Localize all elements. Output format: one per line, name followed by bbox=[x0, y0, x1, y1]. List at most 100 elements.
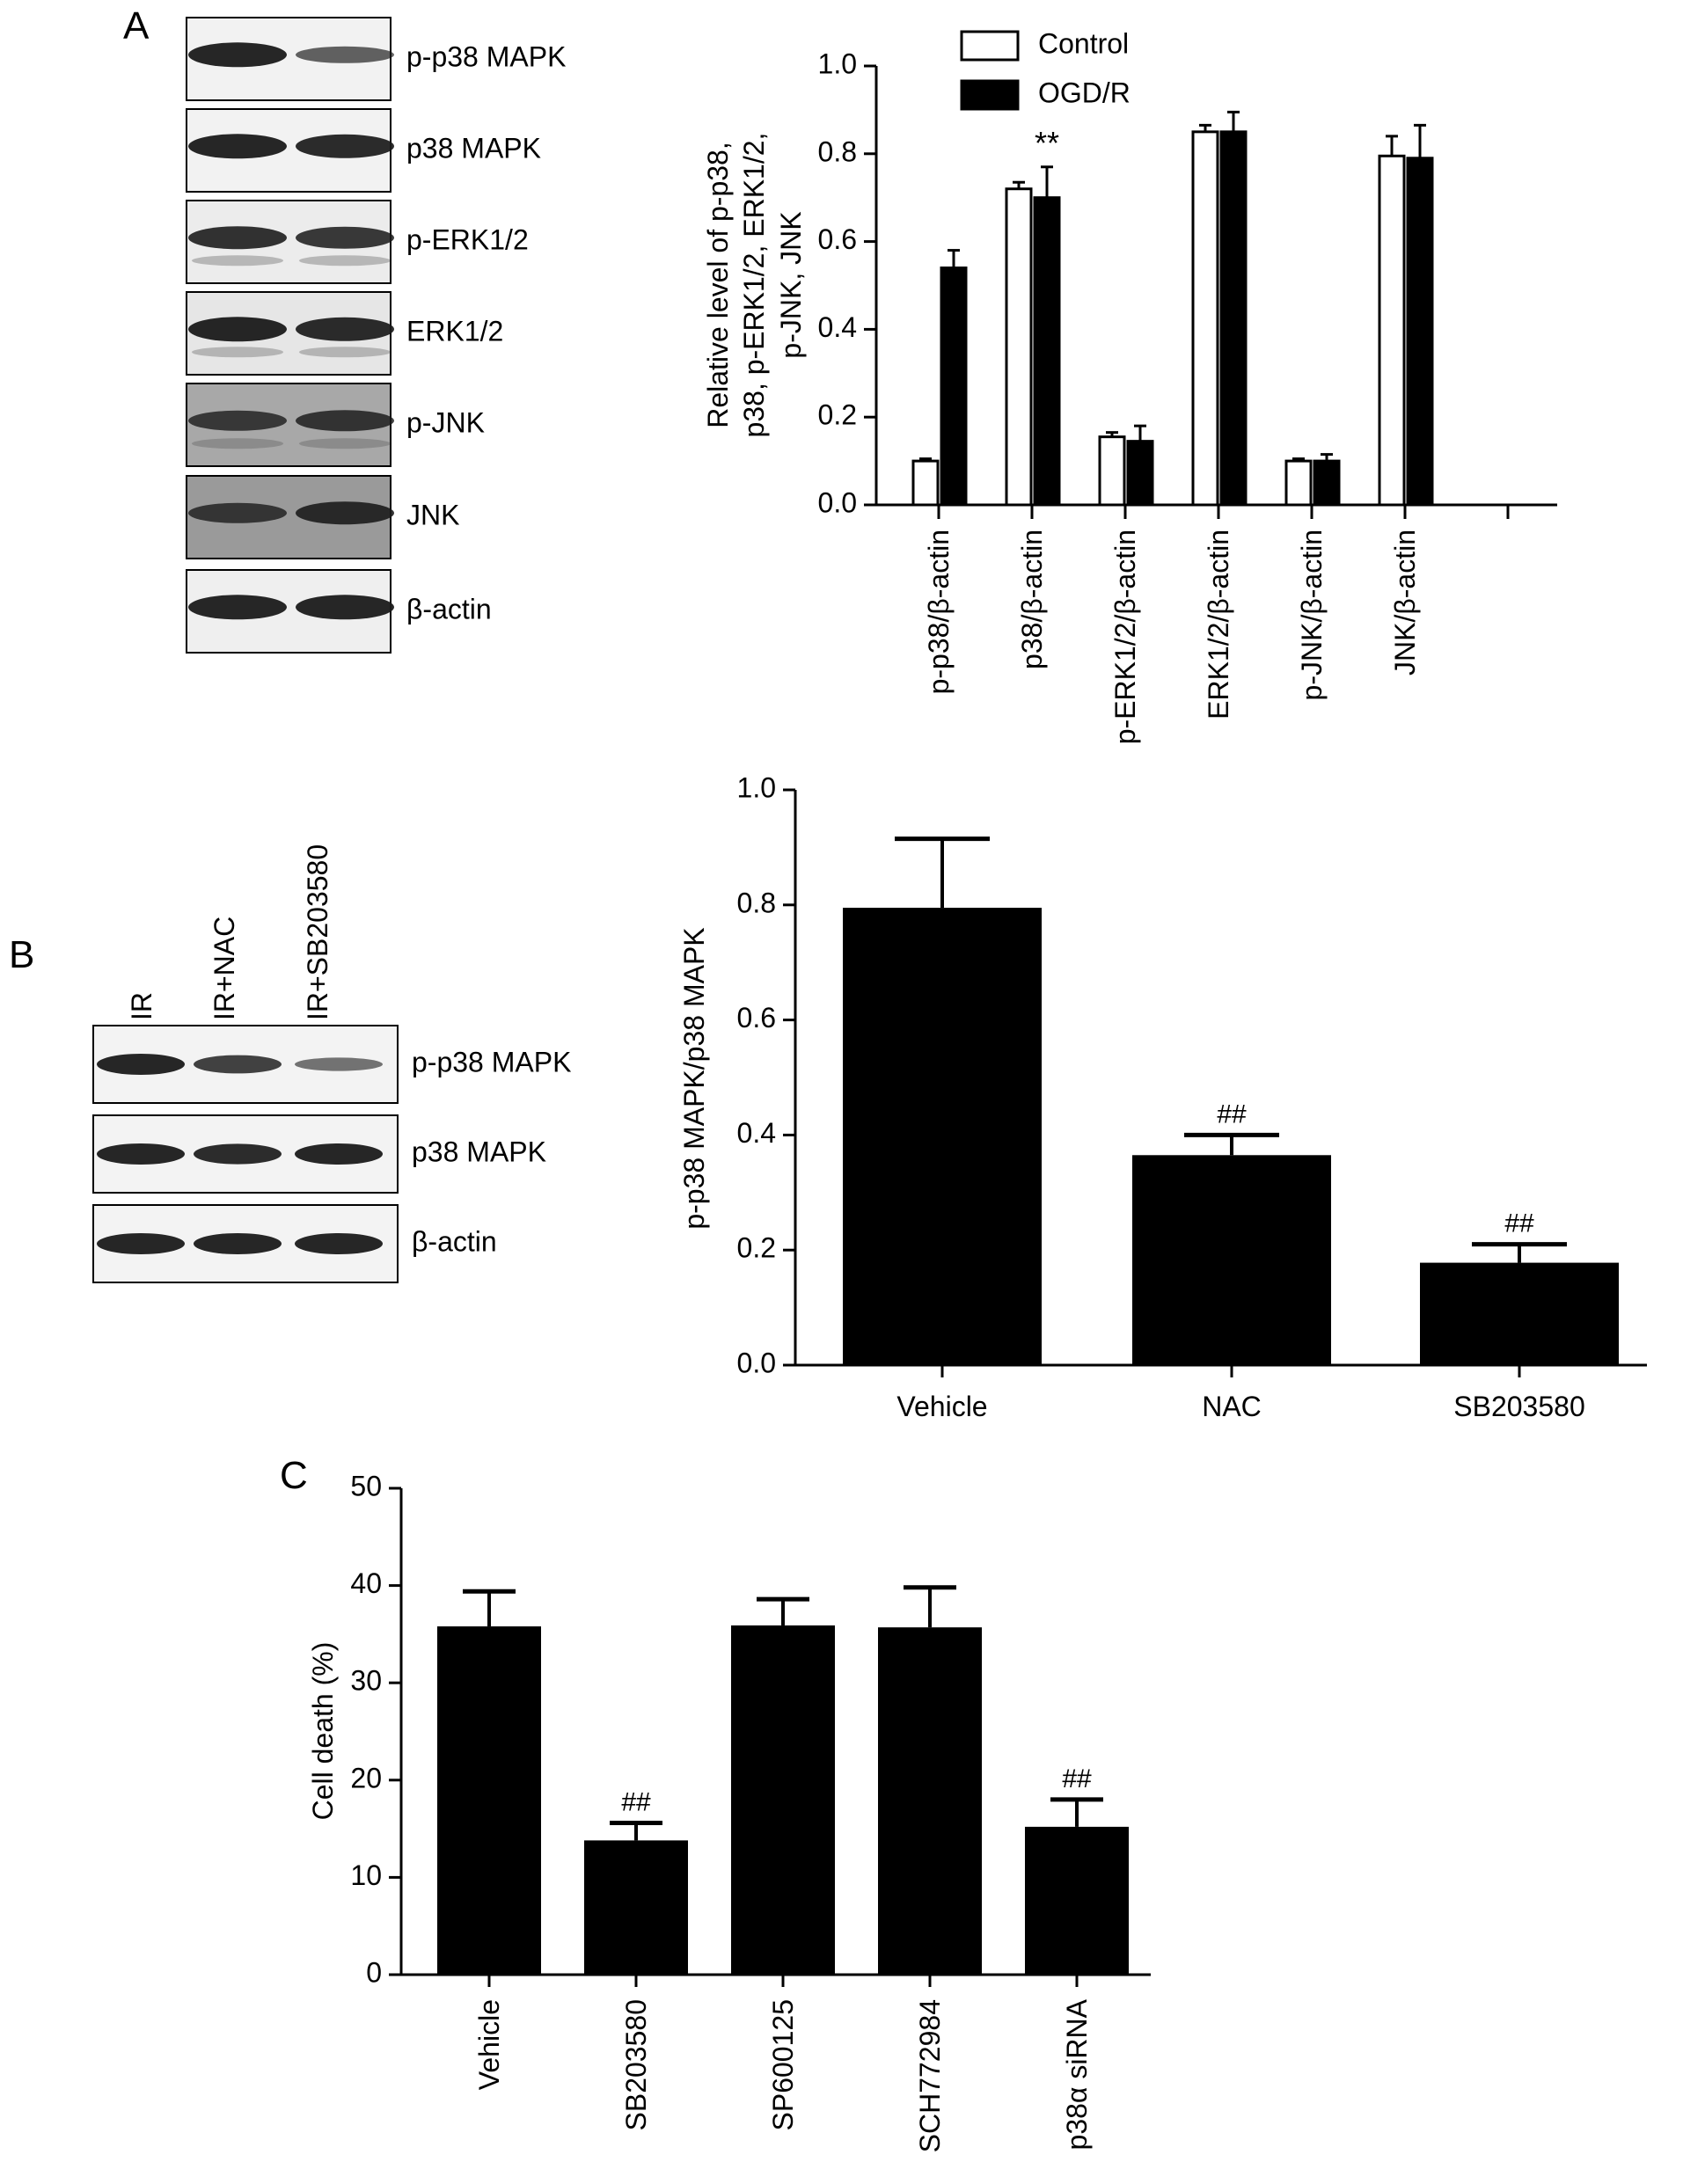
blot-b-row-label: β-actin bbox=[412, 1225, 497, 1257]
blot-a-band bbox=[296, 595, 394, 620]
y-tick-label: 30 bbox=[350, 1665, 382, 1697]
y-tick-label: 0.0 bbox=[818, 486, 857, 518]
blot-b-row-label: p38 MAPK bbox=[412, 1136, 546, 1167]
blot-b-lane-label: IR+SB203580 bbox=[302, 844, 333, 1020]
blot-b-row-label: p-p38 MAPK bbox=[412, 1046, 571, 1077]
western-blot-b: IR IR+NAC IR+SB203580 p-p38 MAPK p38 MAPK β-a… bbox=[92, 844, 571, 1283]
blot-a-band-lower bbox=[299, 255, 391, 267]
y-axis-label: p38, p-ERK1/2, ERK1/2, bbox=[738, 133, 770, 438]
x-tick-label: p38/β-actin bbox=[1016, 530, 1048, 669]
bar-control bbox=[1005, 187, 1033, 507]
legend-swatch bbox=[960, 79, 1020, 111]
panel-letter-b: B bbox=[9, 933, 34, 976]
y-axis-label: p-p38 MAPK/p38 MAPK bbox=[678, 927, 710, 1229]
panel-letter-a: A bbox=[123, 4, 150, 47]
y-tick-label: 50 bbox=[350, 1470, 382, 1501]
y-tick-label: 0.4 bbox=[818, 311, 857, 343]
bar-control bbox=[911, 459, 940, 507]
y-axis-label: Cell death (%) bbox=[307, 1642, 339, 1821]
blot-a-band-lower bbox=[192, 255, 283, 267]
y-tick-label: 0.2 bbox=[737, 1232, 776, 1264]
bar-ogdr bbox=[940, 267, 968, 507]
blot-b-band bbox=[295, 1143, 383, 1165]
blot-a-row-label: JNK bbox=[406, 499, 459, 530]
bar bbox=[437, 1626, 541, 1975]
y-tick-label: 10 bbox=[350, 1859, 382, 1891]
bar-ogdr bbox=[1126, 440, 1154, 507]
bar bbox=[878, 1627, 982, 1975]
significance-annotation: ## bbox=[621, 1787, 651, 1816]
bar-control bbox=[1284, 459, 1313, 507]
blot-a-band bbox=[188, 226, 287, 250]
significance-annotation: ** bbox=[1035, 125, 1059, 161]
x-tick-label: p-ERK1/2/β-actin bbox=[1109, 530, 1141, 744]
y-tick-label: 1.0 bbox=[737, 771, 776, 803]
blot-b-band bbox=[295, 1233, 383, 1254]
y-tick-label: 0.6 bbox=[818, 223, 857, 255]
blot-a-row-label: p-p38 MAPK bbox=[406, 40, 566, 72]
blot-b-band bbox=[194, 1233, 282, 1254]
x-tick-label: JNK/β-actin bbox=[1389, 530, 1421, 676]
significance-annotation: ## bbox=[1062, 1764, 1092, 1793]
bar-ogdr bbox=[1406, 157, 1434, 507]
bar bbox=[1132, 1155, 1331, 1365]
x-tick-label: SB203580 bbox=[1453, 1391, 1584, 1422]
y-tick-label: 0.8 bbox=[818, 135, 857, 167]
blot-a-row-label: p38 MAPK bbox=[406, 132, 541, 164]
x-tick-label: p-p38/β-actin bbox=[923, 530, 955, 694]
blot-b-band bbox=[194, 1055, 282, 1074]
blot-a-band bbox=[296, 226, 394, 249]
bar-control bbox=[1378, 154, 1406, 507]
x-tick-label: SB203580 bbox=[620, 1999, 652, 2130]
blot-a-band bbox=[296, 46, 394, 63]
blot-a-band bbox=[188, 134, 287, 159]
bar bbox=[1025, 1826, 1129, 1975]
blot-a-band-lower bbox=[192, 438, 283, 449]
bar-ogdr bbox=[1219, 130, 1248, 507]
bar-control bbox=[1098, 435, 1126, 507]
panel-letter-c: C bbox=[280, 1454, 308, 1497]
blot-a-band bbox=[296, 410, 394, 432]
x-tick-label: Vehicle bbox=[896, 1391, 987, 1422]
y-tick-label: 0.2 bbox=[818, 399, 857, 431]
x-tick-label: SCH772984 bbox=[914, 1999, 946, 2152]
legend-label: Control bbox=[1038, 27, 1129, 59]
x-tick-label: SP600125 bbox=[767, 1999, 799, 2130]
blot-b-band bbox=[97, 1143, 185, 1165]
x-tick-label: ERK1/2/β-actin bbox=[1203, 530, 1234, 719]
x-tick-label: NAC bbox=[1202, 1391, 1262, 1422]
significance-annotation: ## bbox=[1217, 1099, 1247, 1129]
x-tick-label: Vehicle bbox=[473, 1999, 505, 2090]
blot-b-band bbox=[194, 1143, 282, 1165]
legend-swatch bbox=[960, 30, 1020, 62]
y-tick-label: 0.4 bbox=[737, 1117, 776, 1149]
blot-b-lane-label: IR bbox=[126, 992, 157, 1020]
blot-a-band bbox=[296, 317, 394, 341]
blot-b-lane-label: IR+NAC bbox=[209, 917, 240, 1020]
y-tick-label: 0.8 bbox=[737, 887, 776, 918]
bar-control bbox=[1191, 130, 1219, 507]
blot-a-band-lower bbox=[299, 438, 391, 449]
blot-a-band bbox=[188, 502, 287, 523]
blot-a-row-label: ERK1/2 bbox=[406, 315, 503, 347]
blot-b-band bbox=[295, 1057, 383, 1071]
blot-a-band bbox=[296, 134, 394, 158]
chart-a: 0.0 0.2 0.4 0.6 0.8 1.0 p-p38/β-actin p38/β-act… bbox=[702, 27, 1557, 744]
chart-c: 0 10 20 30 40 50 Vehicle SB203580 ## SP600125 SCH7… bbox=[307, 1470, 1151, 2152]
y-tick-label: 0.6 bbox=[737, 1002, 776, 1034]
y-tick-label: 40 bbox=[350, 1567, 382, 1599]
bar-ogdr bbox=[1313, 459, 1341, 507]
bar bbox=[1420, 1262, 1619, 1365]
bar bbox=[843, 908, 1042, 1365]
blot-a-row-label: p-JNK bbox=[406, 406, 485, 438]
blot-a-band-lower bbox=[299, 347, 391, 358]
y-tick-label: 0 bbox=[366, 1956, 382, 1988]
bar bbox=[731, 1625, 835, 1975]
y-axis-label: p-JNK, JNK bbox=[775, 211, 807, 358]
blot-a-band-lower bbox=[192, 347, 283, 358]
y-tick-label: 20 bbox=[350, 1762, 382, 1793]
significance-annotation: ## bbox=[1504, 1209, 1534, 1238]
blot-a-band bbox=[296, 501, 394, 525]
blot-a-band bbox=[188, 317, 287, 342]
